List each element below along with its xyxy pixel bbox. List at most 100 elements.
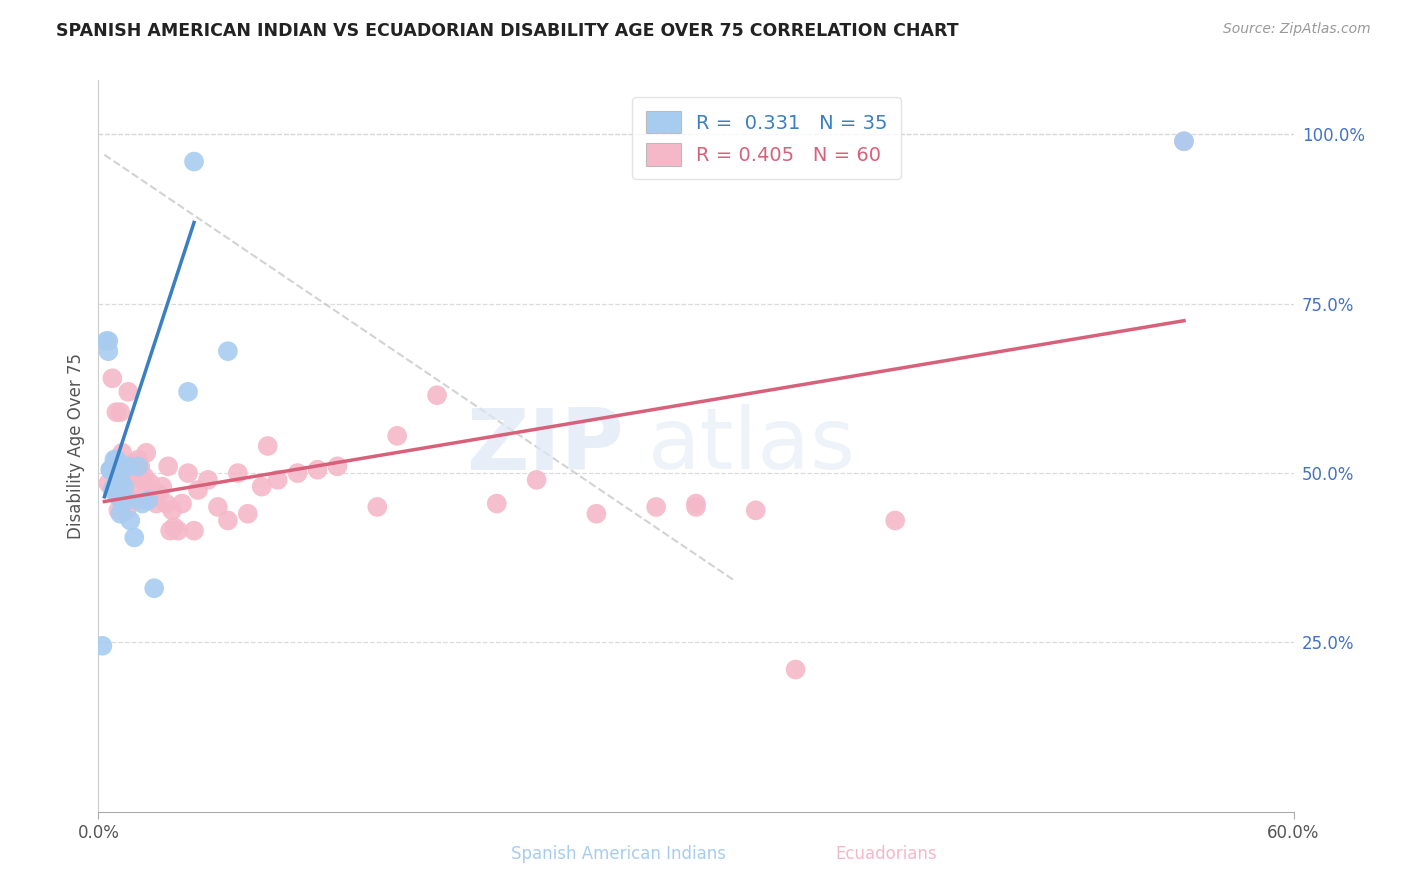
Point — [107, 463, 129, 477]
Point — [143, 486, 166, 500]
Point — [105, 405, 128, 419]
Point — [326, 459, 349, 474]
Point — [120, 514, 142, 528]
Point — [125, 493, 148, 508]
Point — [136, 483, 159, 497]
Point — [105, 463, 128, 477]
Point — [103, 480, 125, 494]
Point — [366, 500, 388, 514]
Point — [256, 439, 278, 453]
Point — [111, 459, 134, 474]
Point — [585, 507, 607, 521]
Point — [97, 334, 120, 348]
Point — [177, 466, 200, 480]
Point — [107, 490, 129, 504]
Text: Ecuadorians: Ecuadorians — [835, 846, 936, 863]
Point — [112, 480, 135, 494]
Point — [111, 459, 134, 474]
Point — [110, 405, 132, 419]
Point — [207, 500, 229, 514]
Point — [91, 639, 114, 653]
Text: ZIP: ZIP — [467, 404, 624, 488]
Point — [426, 388, 449, 402]
Point — [127, 459, 149, 474]
Point — [141, 490, 163, 504]
Point — [97, 344, 120, 359]
Point — [129, 459, 152, 474]
Text: Source: ZipAtlas.com: Source: ZipAtlas.com — [1223, 22, 1371, 37]
Point — [101, 371, 124, 385]
Point — [526, 473, 548, 487]
Point — [103, 452, 125, 467]
Point — [287, 466, 309, 480]
Point — [167, 524, 190, 538]
Point — [134, 469, 156, 483]
Point — [124, 456, 146, 470]
Point — [226, 466, 249, 480]
Point — [110, 507, 132, 521]
Point — [112, 469, 135, 483]
Point — [197, 473, 219, 487]
Point — [97, 476, 120, 491]
Point — [117, 459, 139, 474]
Point — [103, 463, 125, 477]
Point — [1173, 134, 1195, 148]
Legend: R =  0.331   N = 35, R = 0.405   N = 60: R = 0.331 N = 35, R = 0.405 N = 60 — [633, 97, 901, 179]
Point — [100, 463, 122, 477]
Text: atlas: atlas — [648, 404, 856, 488]
Point — [124, 530, 146, 544]
Point — [685, 500, 707, 514]
Point — [139, 476, 162, 491]
Point — [131, 473, 153, 487]
Point — [96, 334, 118, 348]
Point — [115, 503, 138, 517]
Point — [163, 520, 186, 534]
Point — [685, 497, 707, 511]
Point — [145, 497, 167, 511]
Point — [110, 473, 132, 487]
Y-axis label: Disability Age Over 75: Disability Age Over 75 — [67, 353, 86, 539]
Point — [785, 663, 807, 677]
Text: Spanish American Indians: Spanish American Indians — [512, 846, 725, 863]
Point — [107, 480, 129, 494]
Point — [217, 344, 239, 359]
Point — [111, 446, 134, 460]
Point — [131, 497, 153, 511]
Point — [101, 483, 124, 497]
Point — [136, 493, 159, 508]
Point — [250, 480, 273, 494]
Point — [177, 384, 200, 399]
Point — [157, 459, 180, 474]
Point — [148, 486, 170, 500]
Point — [172, 497, 194, 511]
Point — [884, 514, 907, 528]
Point — [100, 463, 122, 477]
Point — [105, 480, 128, 494]
Point — [107, 503, 129, 517]
Point — [187, 483, 209, 497]
Point — [143, 581, 166, 595]
Point — [307, 463, 329, 477]
Point — [385, 429, 409, 443]
Point — [485, 497, 508, 511]
Point — [127, 452, 149, 467]
Point — [121, 466, 143, 480]
Point — [103, 459, 125, 474]
Point — [135, 446, 157, 460]
Point — [645, 500, 668, 514]
Point — [159, 524, 181, 538]
Point — [183, 154, 205, 169]
Point — [115, 493, 138, 508]
Point — [105, 452, 128, 467]
Point — [1173, 134, 1195, 148]
Point — [101, 463, 124, 477]
Point — [155, 497, 177, 511]
Text: SPANISH AMERICAN INDIAN VS ECUADORIAN DISABILITY AGE OVER 75 CORRELATION CHART: SPANISH AMERICAN INDIAN VS ECUADORIAN DI… — [56, 22, 959, 40]
Point — [745, 503, 768, 517]
Point — [267, 473, 290, 487]
Point — [217, 514, 239, 528]
Point — [111, 497, 134, 511]
Point — [150, 480, 173, 494]
Point — [183, 524, 205, 538]
Point — [117, 384, 139, 399]
